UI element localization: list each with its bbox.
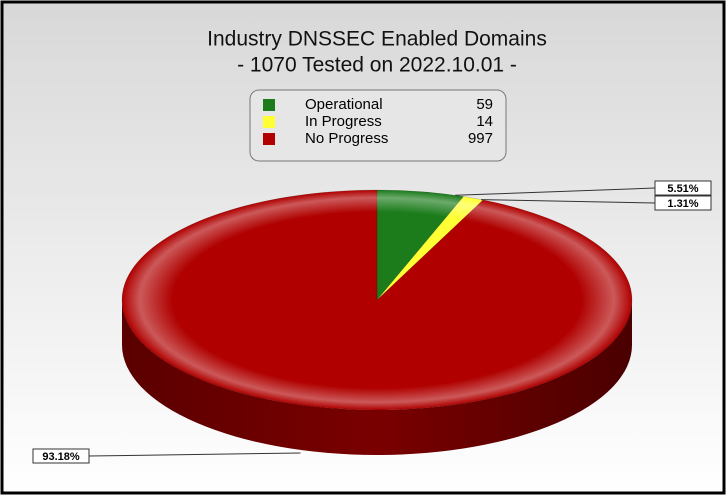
- legend-swatch: [263, 99, 275, 111]
- chart-title: Industry DNSSEC Enabled Domains: [207, 28, 547, 51]
- leader-line: [455, 187, 656, 196]
- leader-line: [481, 199, 656, 204]
- percent-label: 1.31%: [667, 198, 698, 210]
- legend-label: In Progress: [305, 113, 382, 130]
- label-box: [654, 180, 712, 196]
- legend-label: Operational: [305, 96, 383, 113]
- label-box: [32, 448, 90, 464]
- percent-label: 93.18%: [42, 451, 80, 463]
- legend-box: [249, 89, 507, 162]
- chart-subtitle: - 1070 Tested on 2022.10.01 -: [237, 54, 517, 77]
- slice-side: [122, 300, 632, 455]
- legend-swatch: [263, 133, 275, 145]
- legend-label: No Progress: [305, 130, 388, 147]
- legend-value: 14: [476, 113, 493, 130]
- leader-line: [88, 452, 301, 457]
- legend-value: 59: [476, 96, 493, 113]
- legend-value: 997: [468, 130, 493, 147]
- percent-label: 5.51%: [667, 183, 698, 195]
- legend-swatch: [263, 116, 275, 128]
- slice: [121, 189, 633, 411]
- label-box: [654, 195, 712, 211]
